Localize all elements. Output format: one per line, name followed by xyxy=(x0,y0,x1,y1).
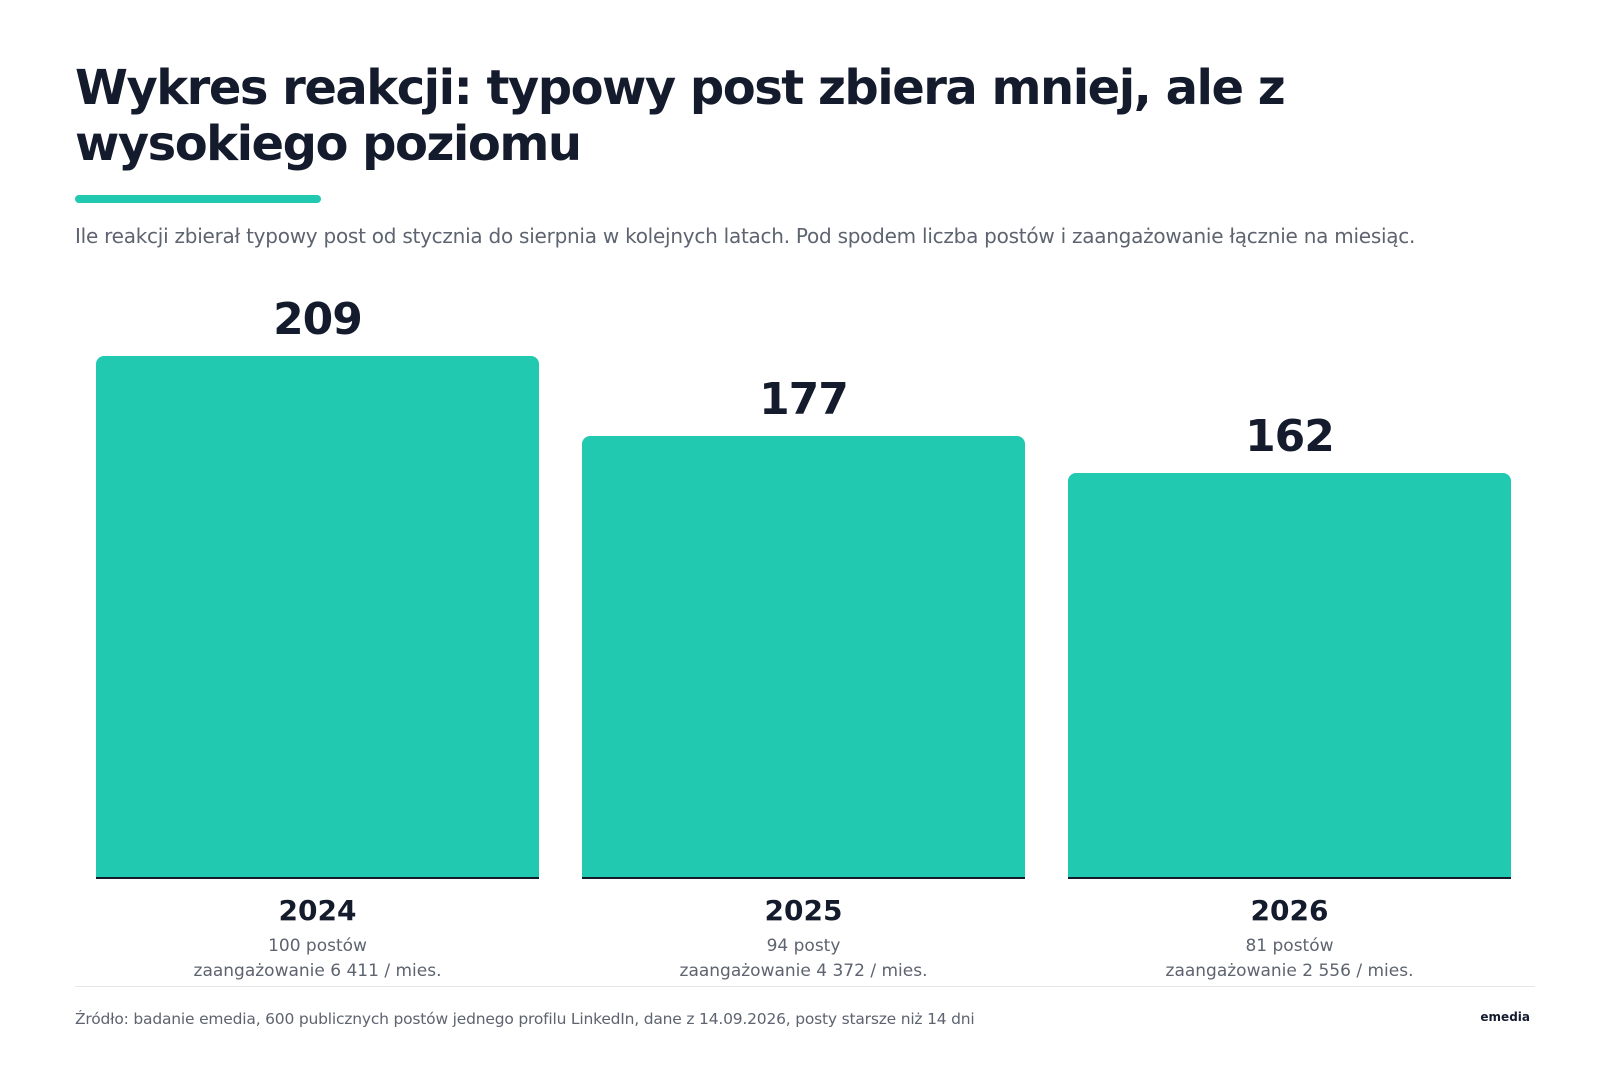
category-details-2026: 81 postów zaangażowanie 2 556 / mies. xyxy=(1068,934,1511,984)
category-label-2025: 2025 xyxy=(764,894,843,927)
category-details-2025: 94 posty zaangażowanie 4 372 / mies. xyxy=(582,934,1025,984)
category-label-2024: 2024 xyxy=(278,894,357,927)
logo-text: emedia xyxy=(1480,1010,1530,1024)
bar-2025 xyxy=(582,435,1025,878)
engagement-2024: zaangażowanie 6 411 / mies. xyxy=(193,961,442,981)
value-label-2025: 177 xyxy=(759,373,849,425)
bar-baseline-2024 xyxy=(96,877,539,879)
emedia-logo: emedia xyxy=(1480,1010,1530,1024)
posts-count-2024: 100 postów xyxy=(268,936,367,956)
posts-count-2025: 94 posty xyxy=(766,936,841,956)
engagement-2026: zaangażowanie 2 556 / mies. xyxy=(1165,961,1414,981)
bar-2024 xyxy=(96,356,539,878)
posts-count-2026: 81 postów xyxy=(1245,936,1334,956)
bar-baseline-2025 xyxy=(582,877,1025,879)
category-label-2026: 2026 xyxy=(1250,894,1329,927)
chart-subtitle: Ile reakcji zbierał typowy post od stycz… xyxy=(75,224,1416,248)
bar-2026 xyxy=(1068,473,1511,878)
title-accent-line xyxy=(75,195,321,203)
engagement-2025: zaangażowanie 4 372 / mies. xyxy=(679,961,928,981)
value-label-2026: 162 xyxy=(1245,411,1335,463)
footer-divider xyxy=(75,986,1535,987)
value-label-2024: 209 xyxy=(273,294,363,345)
bar-baseline-2026 xyxy=(1068,877,1511,879)
category-details-2024: 100 postów zaangażowanie 6 411 / mies. xyxy=(96,934,539,984)
chart-title: Wykres reakcji: typowy post zbiera mniej… xyxy=(75,60,1286,172)
source-note: Źródło: badanie emedia, 600 publicznych … xyxy=(75,1010,975,1028)
bar-chart: 209 2024 100 postów zaangażowanie 6 411 / m… xyxy=(0,270,1600,990)
